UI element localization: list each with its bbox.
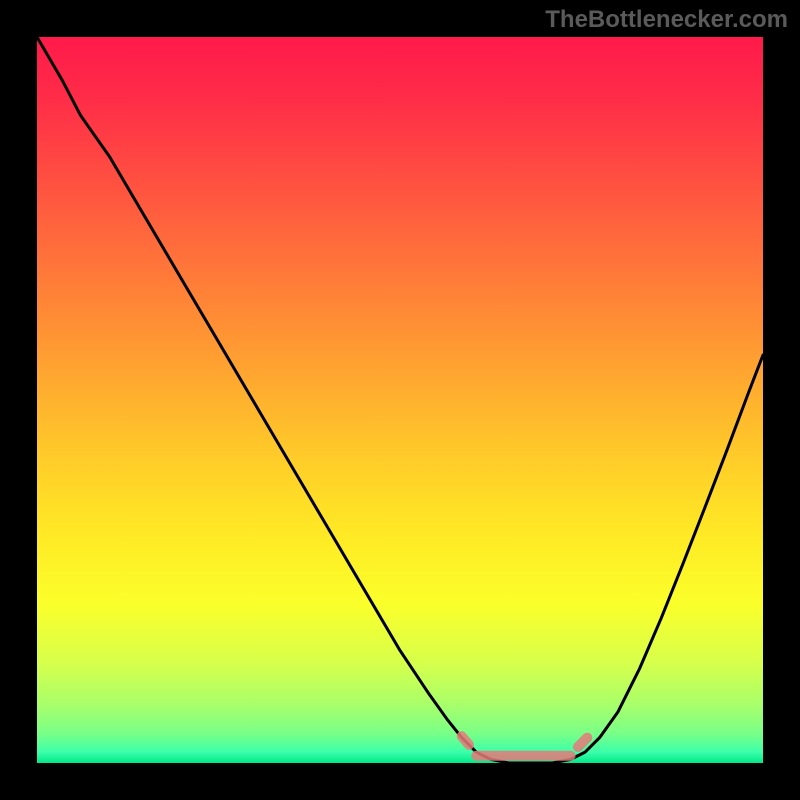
chart-background-gradient: [37, 37, 763, 763]
chart-plot-area: [37, 37, 763, 763]
watermark-text: TheBottlenecker.com: [545, 6, 788, 34]
bottleneck-curve-chart: [37, 37, 763, 763]
